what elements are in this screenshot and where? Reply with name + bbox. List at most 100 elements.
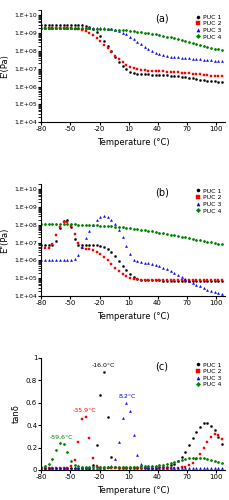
PUC 2 [161, 465, 164, 471]
PUC 2 [157, 465, 160, 471]
PUC 3 [135, 258, 138, 264]
PUC 4 [44, 221, 46, 227]
PUC 2 [91, 32, 94, 38]
PUC 4 [62, 221, 65, 227]
PUC 2 [44, 25, 46, 31]
PUC 2 [76, 240, 79, 246]
Text: (c): (c) [155, 361, 168, 371]
PUC 4 [213, 240, 215, 246]
PUC 1 [220, 440, 223, 446]
PUC 1 [76, 242, 79, 248]
PUC 4 [44, 25, 46, 31]
PUC 1 [65, 217, 68, 223]
PUC 1 [168, 72, 171, 78]
PUC 3 [202, 465, 204, 471]
PUC 4 [146, 228, 149, 234]
PUC 3 [187, 278, 190, 284]
PUC 2 [183, 70, 186, 76]
PUC 3 [124, 243, 127, 249]
PUC 2 [135, 66, 138, 72]
PUC 2 [102, 42, 105, 48]
PUC 1 [95, 442, 98, 448]
PUC 1 [176, 278, 178, 283]
PUC 1 [102, 244, 105, 250]
PUC 4 [88, 26, 90, 32]
PUC 1 [65, 22, 68, 28]
PUC 4 [124, 225, 127, 231]
PUC 4 [95, 222, 98, 228]
PUC 2 [128, 64, 131, 70]
PUC 1 [154, 72, 156, 78]
PUC 1 [205, 78, 208, 84]
PUC 2 [58, 224, 61, 230]
PUC 4 [69, 25, 72, 31]
PUC 3 [88, 465, 90, 471]
PUC 4 [198, 42, 201, 48]
PUC 3 [55, 465, 57, 471]
PUC 2 [55, 465, 57, 471]
PUC 4 [194, 236, 197, 242]
PUC 2 [128, 275, 131, 281]
PUC 2 [213, 277, 215, 283]
PUC 1 [117, 58, 120, 64]
PUC 2 [209, 72, 212, 78]
PUC 3 [213, 465, 215, 471]
PUC 4 [51, 221, 54, 227]
PUC 2 [176, 277, 178, 283]
PUC 1 [95, 29, 98, 35]
PUC 4 [99, 464, 101, 469]
PUC 2 [176, 70, 178, 75]
PUC 2 [216, 432, 219, 438]
PUC 2 [51, 465, 54, 471]
PUC 2 [91, 455, 94, 461]
PUC 1 [106, 43, 109, 49]
PUC 4 [106, 464, 109, 469]
PUC 2 [69, 26, 72, 32]
PUC 3 [143, 464, 145, 470]
PUC 3 [132, 432, 134, 438]
PUC 1 [168, 462, 171, 468]
PUC 3 [191, 56, 193, 62]
PUC 3 [157, 52, 160, 58]
PUC 1 [146, 464, 149, 470]
PUC 4 [220, 241, 223, 247]
PUC 3 [117, 439, 120, 445]
PUC 2 [132, 65, 134, 71]
PUC 2 [165, 277, 167, 283]
PUC 3 [124, 400, 127, 406]
PUC 4 [150, 463, 153, 469]
PUC 4 [55, 25, 57, 31]
PUC 4 [40, 464, 43, 469]
PUC 3 [150, 261, 153, 267]
PUC 4 [176, 233, 178, 239]
PUC 1 [62, 22, 65, 28]
PUC 3 [88, 25, 90, 31]
PUC 2 [220, 436, 223, 442]
PUC 3 [69, 465, 72, 471]
PUC 2 [202, 445, 204, 451]
PUC 2 [47, 244, 50, 250]
PUC 4 [165, 461, 167, 467]
PUC 1 [132, 465, 134, 471]
PUC 2 [183, 277, 186, 283]
PUC 4 [58, 440, 61, 446]
PUC 4 [69, 458, 72, 464]
PUC 4 [62, 441, 65, 447]
PUC 1 [172, 460, 175, 466]
PUC 4 [102, 464, 105, 469]
PUC 3 [80, 244, 83, 250]
PUC 3 [161, 52, 164, 59]
PUC 3 [216, 290, 219, 296]
PUC 3 [216, 465, 219, 471]
PUC 2 [172, 277, 175, 283]
Y-axis label: E'(Pa): E'(Pa) [0, 54, 9, 78]
PUC 4 [58, 25, 61, 31]
PUC 1 [102, 38, 105, 44]
X-axis label: Temperature (°C): Temperature (°C) [97, 312, 169, 321]
PUC 1 [143, 465, 145, 471]
PUC 1 [198, 278, 201, 283]
PUC 3 [202, 56, 204, 62]
PUC 2 [106, 465, 109, 471]
PUC 1 [84, 23, 87, 29]
PUC 4 [110, 224, 112, 230]
